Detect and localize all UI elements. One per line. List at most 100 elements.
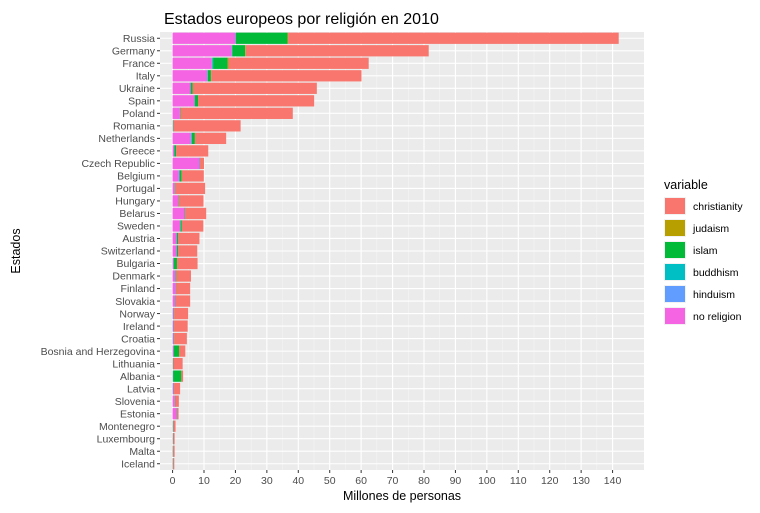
y-tick-label: Malta [129, 446, 155, 458]
bar-islam [174, 145, 177, 157]
bar-christianity [173, 458, 175, 470]
bar-islam [213, 57, 228, 69]
legend-label: islam [693, 245, 718, 257]
bar-no-religion [172, 245, 177, 257]
legend-label: judaism [692, 223, 729, 235]
legend-title: variable [664, 178, 708, 192]
bar-christianity [176, 145, 209, 157]
bar-christianity [174, 332, 187, 345]
x-tick-label: 60 [355, 475, 367, 487]
y-tick-label: France [122, 58, 155, 70]
bar-christianity [245, 45, 429, 57]
bar-no-religion [172, 207, 185, 220]
x-tick-label: 0 [170, 475, 176, 487]
x-tick-label: 130 [572, 475, 590, 487]
y-tick-label: Slovenia [115, 396, 155, 408]
bar-christianity [195, 132, 227, 145]
bar-no-religion [172, 32, 236, 44]
bar-christianity [174, 307, 189, 320]
bar-christianity [176, 270, 191, 282]
bar-islam [173, 370, 182, 382]
bar-islam [232, 45, 246, 57]
bar-judaism [287, 32, 289, 44]
bar-no-religion [172, 70, 208, 82]
y-tick-label: Bosnia and Herzegovina [41, 346, 156, 358]
bar-no-religion [172, 170, 179, 182]
bar-christianity [200, 157, 204, 170]
bar-christianity [177, 408, 179, 420]
bar-no-religion [172, 82, 191, 94]
x-tick-label: 50 [324, 475, 336, 487]
bar-no-religion [172, 132, 191, 145]
y-tick-label: Estonia [120, 408, 155, 420]
bar-no-religion [172, 145, 175, 157]
bar-islam [180, 220, 182, 232]
bar-no-religion [172, 345, 174, 357]
bar-no-religion [172, 295, 176, 307]
bar-no-religion [172, 107, 180, 119]
bar-no-religion [172, 232, 177, 245]
bar-no-religion [172, 408, 177, 420]
legend: variable christianity judaism islam buddhis… [664, 178, 743, 325]
bar-islam [176, 245, 179, 257]
bar-christianity [173, 420, 176, 432]
legend-label: buddhism [693, 267, 739, 279]
bar-islam [207, 70, 211, 82]
x-axis: 0 10 20 30 40 50 60 70 80 90 100 110 120 130 140 [170, 470, 621, 487]
legend-label: hinduism [693, 289, 735, 301]
bar-christianity [174, 320, 188, 332]
bar-judaism [227, 57, 229, 69]
y-tick-label: Switzerland [101, 246, 155, 258]
bar-christianity [181, 370, 184, 382]
bar-no-religion [172, 270, 176, 282]
y-tick-label: Portugal [116, 183, 155, 195]
bar-hinduism [190, 132, 192, 145]
bar-no-religion [172, 332, 174, 345]
y-tick-label: Belgium [117, 171, 155, 183]
bar-no-religion [172, 157, 200, 170]
bar-islam [173, 345, 180, 357]
y-tick-label: Netherlands [98, 133, 155, 145]
y-tick-label: Finland [121, 283, 156, 295]
legend-label: christianity [693, 201, 743, 213]
x-tick-label: 120 [541, 475, 559, 487]
bar-islam [194, 95, 199, 107]
bar-islam [173, 257, 177, 270]
y-tick-label: Austria [122, 233, 155, 245]
bar-no-religion [172, 182, 175, 195]
bar-no-religion [172, 220, 181, 232]
x-axis-title: Millones de personas [343, 489, 461, 503]
bar-christianity [182, 220, 204, 232]
bar-christianity [228, 57, 369, 69]
x-tick-label: 110 [510, 475, 527, 487]
bar-christianity [175, 182, 206, 195]
bar-christianity [175, 295, 191, 307]
bar-islam [175, 270, 177, 282]
bar-christianity [179, 195, 204, 207]
bar-christianity [198, 95, 315, 107]
y-tick-label: Bulgaria [116, 258, 155, 270]
y-tick-label: Albania [120, 371, 155, 383]
bar-no-religion [172, 320, 174, 332]
bar-christianity [180, 107, 293, 119]
chart-title: Estados europeos por religión en 2010 [164, 11, 439, 28]
bar-christianity [173, 433, 175, 445]
bar-no-religion [172, 395, 175, 407]
y-tick-label: Spain [128, 96, 155, 108]
bar-no-religion [172, 57, 212, 69]
y-tick-label: Greece [121, 146, 156, 158]
x-tick-label: 20 [230, 475, 242, 487]
x-tick-label: 100 [478, 475, 496, 487]
y-axis: RussiaGermanyFranceItalyUkraineSpainPola… [41, 33, 160, 470]
legend-key-hinduism [665, 286, 685, 302]
bar-no-religion [172, 257, 174, 270]
bar-islam [190, 82, 193, 94]
y-tick-label: Ireland [123, 321, 155, 333]
legend-key-islam [665, 242, 685, 258]
bar-christianity [179, 345, 186, 357]
x-tick-label: 90 [450, 475, 462, 487]
y-tick-label: Sweden [117, 221, 155, 233]
bar-christianity [173, 120, 241, 132]
bar-islam [179, 170, 182, 182]
